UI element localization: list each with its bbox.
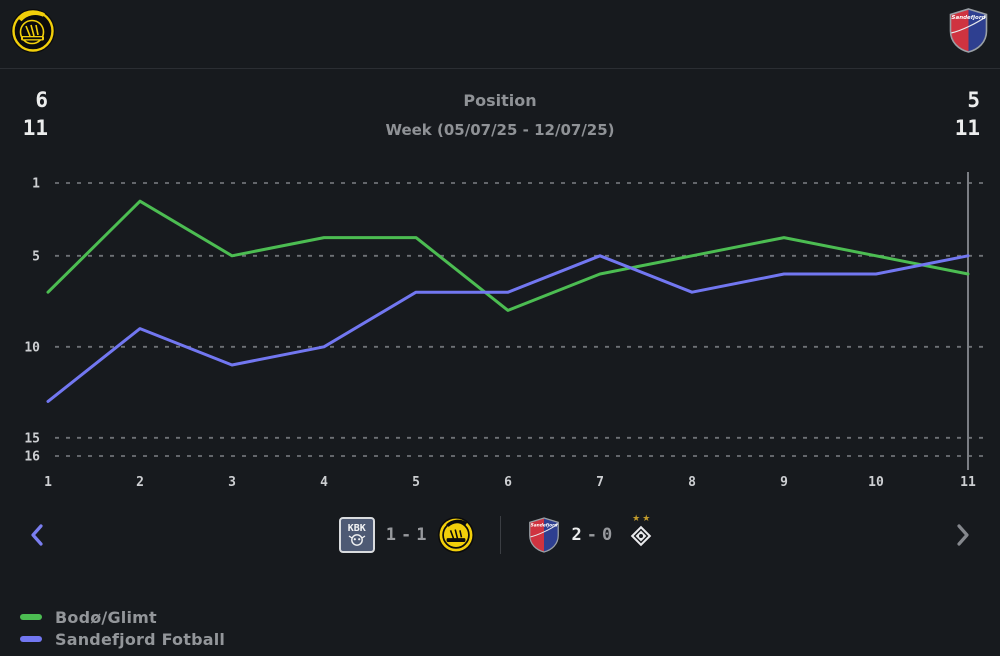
x-tick-5: 5 [412,475,420,490]
next-week-button[interactable] [954,523,972,551]
bodo-glimt-icon [11,9,55,53]
matches-divider [499,516,501,554]
x-tick-6: 6 [504,475,512,490]
week-results-row: KBK 1 - 1 [0,511,1000,559]
right-team-stats: 5 11 [934,86,980,142]
match-1-away-score: 1 [416,525,427,545]
match-2-score-separator: - [586,525,597,545]
legend-item-bodo[interactable]: Bodø/Glimt [20,606,225,628]
y-tick-5: 5 [32,249,40,264]
y-tick-10: 10 [24,340,40,355]
sandefjord-line-swatch [20,636,42,642]
match-2-home-score: 2 [571,525,582,545]
y-tick-15: 15 [24,431,40,446]
sandefjord-icon: Sandefjord [949,8,988,53]
match-1-home-score: 1 [385,525,396,545]
chart-legend: Bodø/Glimt Sandefjord Fotball [20,606,225,650]
sandefjord-icon-small: Sandefjord [528,517,559,553]
left-team-stats: 6 11 [2,86,48,142]
match-2-away-score: 0 [602,525,613,545]
right-team-week: 11 [954,116,980,140]
svg-text:Sandefjord: Sandefjord [952,15,986,21]
matches-list: KBK 1 - 1 [0,511,1000,559]
position-chart[interactable]: 1 5 10 15 16 1 2 3 4 5 6 7 8 9 10 11 [0,165,1000,495]
previous-week-button[interactable] [28,523,46,551]
chart-titles: Position Week (05/07/25 - 12/07/25) [150,91,850,140]
series-line-sandefjord-fotball [46,254,970,403]
x-tick-3: 3 [228,475,236,490]
right-team-position: 5 [967,88,980,112]
left-team-position: 6 [35,88,48,112]
kbk-owl-icon [348,534,366,546]
kbk-logo-text: KBK [347,523,366,534]
bodo-glimt-line-swatch [20,614,42,620]
match-result-1[interactable]: KBK 1 - 1 [338,517,474,553]
x-tick-7: 7 [596,475,604,490]
rosenborg-logo: ★★ [623,514,661,554]
bodo-glimt-icon-small [437,517,474,553]
x-tick-4: 4 [320,475,328,490]
match-1-score-separator: - [401,525,412,545]
legend-item-sandefjord[interactable]: Sandefjord Fotball [20,628,225,650]
x-tick-11: 11 [960,475,976,490]
chevron-left-icon [31,524,43,546]
chart-subtitle: Week (05/07/25 - 12/07/25) [385,121,615,139]
y-tick-1: 1 [32,177,40,192]
series-line-bod-glimt [46,199,970,312]
legend-label-sandefjord: Sandefjord Fotball [55,629,226,649]
rosenborg-stars-icon: ★★ [632,514,653,524]
top-bar: Sandefjord [0,0,1000,68]
x-tick-2: 2 [136,475,144,490]
kbk-logo: KBK [338,517,375,553]
sandefjord-logo[interactable]: Sandefjord [947,7,990,58]
chart-title: Position [463,91,537,110]
match-1-score: 1 - 1 [386,525,427,545]
left-team-week: 11 [22,116,48,140]
y-tick-16: 16 [24,450,40,465]
rosenborg-diamond-icon [628,523,654,549]
chevron-right-icon [957,524,969,546]
match-result-2[interactable]: Sandefjord 2 - 0 ★★ [527,514,662,554]
x-tick-10: 10 [868,475,884,490]
bodo-glimt-logo[interactable] [10,8,56,58]
match-2-score: 2 - 0 [572,525,613,545]
svg-text:Sandefjord: Sandefjord [530,522,558,528]
legend-label-bodo: Bodø/Glimt [55,607,157,627]
x-tick-8: 8 [688,475,696,490]
x-tick-1: 1 [44,475,52,490]
x-tick-9: 9 [780,475,788,490]
header-divider [0,68,1000,69]
